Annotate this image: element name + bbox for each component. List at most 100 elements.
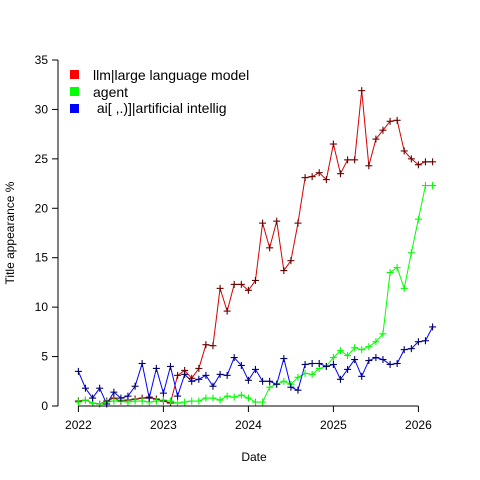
y-tick-label: 35 bbox=[35, 53, 49, 67]
data-point-agent bbox=[372, 338, 380, 346]
data-point-ai bbox=[379, 356, 387, 364]
series-segment-agent bbox=[417, 185, 426, 220]
data-point-ai bbox=[421, 337, 429, 345]
data-point-ai bbox=[322, 362, 330, 370]
series-segment-llm bbox=[269, 221, 278, 248]
data-point-agent bbox=[393, 264, 401, 272]
series-segment-agent bbox=[311, 368, 320, 375]
series-segment-llm bbox=[212, 288, 221, 346]
data-point-agent bbox=[329, 354, 337, 362]
series-segment-llm bbox=[247, 280, 256, 291]
data-point-ai bbox=[110, 388, 118, 396]
data-point-ai bbox=[81, 384, 89, 392]
series-segment-llm bbox=[368, 138, 377, 166]
series-segment-ai bbox=[162, 366, 171, 394]
series-segment-llm bbox=[332, 143, 341, 174]
legend-swatch-ai bbox=[70, 104, 79, 113]
series-segment-llm bbox=[219, 288, 228, 312]
data-point-llm bbox=[266, 244, 274, 252]
series-segment-agent bbox=[396, 267, 405, 289]
data-point-llm bbox=[372, 135, 380, 143]
data-point-agent bbox=[159, 396, 167, 404]
data-point-ai bbox=[273, 380, 281, 388]
data-point-agent bbox=[124, 398, 132, 406]
series-segment-ai bbox=[297, 364, 306, 391]
data-point-ai bbox=[174, 392, 182, 400]
data-point-llm bbox=[294, 219, 302, 227]
legend-label-ai: ai[ ,.)]|artificial intellig bbox=[93, 100, 227, 116]
data-point-ai bbox=[159, 389, 167, 397]
series-segment-ai bbox=[247, 369, 256, 381]
data-point-ai bbox=[358, 372, 366, 380]
data-point-agent bbox=[414, 215, 422, 223]
data-point-llm bbox=[322, 176, 330, 184]
series-segment-ai bbox=[134, 363, 143, 387]
data-point-llm bbox=[365, 162, 373, 170]
series-segment-llm bbox=[254, 223, 264, 281]
data-point-llm bbox=[301, 174, 309, 182]
data-point-ai bbox=[372, 354, 380, 362]
data-point-agent bbox=[131, 397, 139, 405]
data-point-ai bbox=[89, 394, 97, 402]
legend-swatch-llm bbox=[70, 70, 79, 79]
data-point-agent bbox=[266, 383, 274, 391]
data-point-ai bbox=[266, 377, 274, 385]
data-point-agent bbox=[400, 284, 408, 292]
x-axis-title: Date bbox=[241, 450, 267, 464]
series-segment-agent bbox=[262, 387, 271, 403]
series-segment-ai bbox=[85, 387, 93, 399]
data-point-llm bbox=[315, 169, 323, 177]
data-point-agent bbox=[152, 397, 160, 405]
series-segment-ai bbox=[332, 364, 341, 380]
data-point-ai bbox=[400, 346, 408, 354]
legend-label-agent: agent bbox=[93, 84, 128, 100]
data-point-llm bbox=[216, 284, 224, 292]
data-point-agent bbox=[237, 391, 245, 399]
series-segment-llm bbox=[184, 370, 193, 379]
series-segment-ai bbox=[283, 358, 292, 388]
series-segment-llm bbox=[262, 222, 271, 248]
data-point-ai bbox=[230, 354, 238, 362]
data-point-llm bbox=[209, 342, 217, 350]
series-segment-ai bbox=[361, 360, 370, 377]
x-tick-label: 2025 bbox=[320, 418, 347, 432]
data-point-ai bbox=[166, 362, 174, 370]
data-point-ai bbox=[294, 386, 302, 394]
data-point-llm bbox=[429, 158, 437, 166]
series-segment-ai bbox=[240, 365, 249, 381]
data-point-agent bbox=[74, 398, 82, 406]
data-point-llm bbox=[237, 280, 245, 288]
data-point-agent bbox=[244, 394, 252, 402]
series-segment-ai bbox=[92, 387, 101, 399]
series-segment-ai bbox=[255, 369, 264, 382]
data-point-agent bbox=[195, 397, 203, 405]
series-segment-agent bbox=[333, 350, 341, 358]
data-point-ai bbox=[429, 323, 437, 331]
data-point-llm bbox=[202, 341, 210, 349]
x-tick-label: 2023 bbox=[150, 418, 177, 432]
data-point-agent bbox=[216, 396, 224, 404]
series-segment-ai bbox=[113, 391, 122, 399]
series-segment-ai bbox=[396, 349, 405, 364]
data-point-llm bbox=[244, 286, 252, 294]
series-segment-ai bbox=[77, 371, 86, 389]
series-segment-llm bbox=[311, 172, 320, 178]
x-tick-label: 2024 bbox=[235, 418, 262, 432]
series-segment-ai bbox=[212, 374, 221, 387]
y-tick-label: 20 bbox=[35, 201, 49, 215]
data-point-llm bbox=[280, 267, 288, 275]
series-segment-agent bbox=[219, 395, 228, 401]
data-point-ai bbox=[138, 359, 146, 367]
series-segment-ai bbox=[347, 359, 356, 370]
data-point-ai bbox=[223, 371, 231, 379]
data-point-llm bbox=[336, 170, 344, 178]
data-point-agent bbox=[223, 392, 231, 400]
data-point-ai bbox=[251, 365, 259, 373]
data-point-llm bbox=[344, 156, 352, 164]
series-segment-llm bbox=[382, 120, 391, 131]
data-point-ai bbox=[287, 383, 295, 391]
data-point-agent bbox=[407, 249, 415, 257]
data-point-agent bbox=[365, 343, 373, 351]
